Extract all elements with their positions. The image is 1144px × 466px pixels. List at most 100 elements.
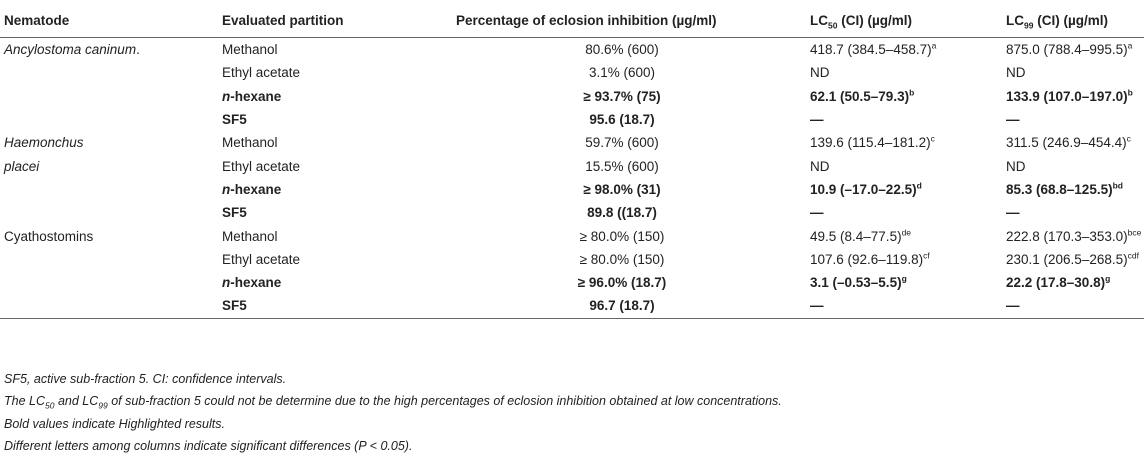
lc99-cell: 22.2 (17.8–30.8)g — [1002, 271, 1144, 294]
table-row: n-hexane ≥ 96.0% (18.7) 3.1 (–0.53–5.5)g… — [0, 271, 1144, 294]
lc50-cell: 49.5 (8.4–77.5)de — [804, 224, 1002, 247]
inhibition-cell: 59.7% (600) — [585, 135, 659, 151]
header-lc99: LC99 (CI) (µg/ml) — [1002, 4, 1144, 38]
lc99-value: 875.0 (788.4–995.5) — [1006, 42, 1128, 58]
header-nematode: Nematode — [0, 4, 212, 38]
nematode-cell: Ancylostoma caninum. — [0, 38, 212, 62]
partition-cell: Methanol — [222, 42, 278, 58]
nematode-cell — [0, 61, 212, 84]
results-table: Nematode Evaluated partition Percentage … — [0, 4, 1144, 319]
lc99-cell: ND — [1002, 61, 1144, 84]
lc50-value: ND — [810, 65, 830, 81]
inhibition-cell: ≥ 80.0% (150) — [579, 251, 665, 267]
lc99-value: 222.8 (170.3–353.0) — [1006, 228, 1128, 244]
header-lc50-suffix: (CI) (µg/ml) — [837, 13, 912, 28]
table-row: SF5 95.6 (18.7) — — — [0, 108, 1144, 131]
table-row: Ancylostoma caninum. Methanol 80.6% (600… — [0, 38, 1144, 62]
lc99-value: 133.9 (107.0–197.0) — [1006, 88, 1128, 104]
lc50-cell: 107.6 (92.6–119.8)cf — [804, 248, 1002, 271]
lc99-cell: — — [1002, 294, 1144, 319]
table-row: Ethyl acetate 3.1% (600) ND ND — [0, 61, 1144, 84]
partition-cell: SF5 — [222, 112, 247, 128]
header-lc99-sub: 99 — [1024, 20, 1034, 31]
inhibition-cell: 96.7 (18.7) — [440, 294, 804, 319]
lc99-sup: bd — [1112, 180, 1123, 191]
partition-text: -hexane — [230, 88, 282, 104]
footnote-text: of sub-fraction 5 could not be determine… — [107, 394, 782, 409]
lc50-sup: c — [930, 133, 935, 144]
lc99-sup: g — [1105, 273, 1111, 284]
lc50-value: 418.7 (384.5–458.7) — [810, 42, 932, 58]
partition-cell: n-hexane — [212, 271, 440, 294]
inhibition-cell: ≥ 96.0% (18.7) — [577, 275, 667, 291]
partition-cell: Methanol — [222, 135, 278, 151]
inhibition-cell: 95.6 (18.7) — [589, 112, 655, 128]
nematode-cell — [0, 85, 212, 108]
lc50-value: ND — [810, 158, 830, 174]
lc50-cell: ND — [804, 61, 1002, 84]
footnote-bold: Bold values indicate Highlighted results… — [4, 416, 225, 431]
header-partition: Evaluated partition — [212, 4, 440, 38]
header-lc99-prefix: LC — [1006, 13, 1024, 28]
inhibition-cell: ≥ 80.0% (150) — [579, 228, 665, 244]
lc99-sup: c — [1126, 133, 1131, 144]
lc99-cell: 311.5 (246.9–454.4)c — [1002, 131, 1144, 154]
lc50-value: 10.9 (–17.0–22.5) — [810, 181, 917, 197]
header-row: Nematode Evaluated partition Percentage … — [0, 4, 1144, 38]
lc99-cell: 133.9 (107.0–197.0)b — [1002, 85, 1144, 108]
lc50-value: 107.6 (92.6–119.8) — [810, 251, 924, 267]
table-row: SF5 96.7 (18.7) — — — [0, 294, 1144, 319]
footnote-sub: 99 — [98, 400, 108, 411]
inhibition-cell: 3.1% (600) — [588, 65, 656, 81]
lc50-value: — — [810, 205, 824, 221]
lc99-cell: — — [1002, 108, 1144, 131]
partition-cell: Methanol — [222, 228, 278, 244]
table-row: SF5 89.8 ((18.7) — — — [0, 201, 1144, 224]
lc99-value: 22.2 (17.8–30.8) — [1006, 275, 1106, 291]
header-inhibition: Percentage of eclosion inhibition (µg/ml… — [440, 4, 804, 38]
table-footnotes: SF5, active sub-fraction 5. CI: confiden… — [4, 368, 782, 457]
nematode-name: Ancylostoma caninum — [4, 42, 137, 58]
lc50-cell: 10.9 (–17.0–22.5)d — [804, 178, 1002, 201]
lc99-cell: 230.1 (206.5–268.5)cdf — [1002, 248, 1144, 271]
lc50-sup: de — [901, 227, 912, 238]
partition-cell: n-hexane — [212, 85, 440, 108]
table-row: n-hexane ≥ 98.0% (31) 10.9 (–17.0–22.5)d… — [0, 178, 1144, 201]
table-row: n-hexane ≥ 93.7% (75) 62.1 (50.5–79.3)b … — [0, 85, 1144, 108]
nematode-cell — [0, 294, 212, 319]
inhibition-cell: 89.8 ((18.7) — [587, 205, 657, 221]
footnote-sub: 50 — [45, 400, 55, 411]
inhibition-cell: ≥ 98.0% (31) — [583, 181, 661, 197]
partition-cell: n-hexane — [212, 178, 440, 201]
lc50-value: — — [810, 298, 824, 314]
lc99-cell: ND — [1002, 154, 1144, 177]
lc50-value: — — [810, 112, 824, 128]
table-row: Cyathostomins Methanol ≥ 80.0% (150) 49.… — [0, 224, 1144, 247]
lc99-sup: a — [1127, 40, 1133, 51]
lc99-sup: cdf — [1127, 250, 1139, 261]
table-row: Haemonchus Methanol 59.7% (600) 139.6 (1… — [0, 131, 1144, 154]
partition-cell: Ethyl acetate — [222, 251, 301, 267]
lc50-value: 62.1 (50.5–79.3) — [810, 88, 910, 104]
nematode-cell: placei — [4, 158, 40, 174]
lc50-sup: a — [931, 40, 937, 51]
lc99-value: 230.1 (206.5–268.5) — [1006, 251, 1128, 267]
lc50-cell: 139.6 (115.4–181.2)c — [804, 131, 1002, 154]
inhibition-cell: 80.6% (600) — [585, 42, 659, 58]
footnote-text: and LC — [54, 394, 99, 409]
nematode-cell — [0, 178, 212, 201]
partition-italic: n — [222, 181, 231, 197]
nematode-tail: . — [136, 42, 140, 58]
lc50-cell: — — [804, 108, 1002, 131]
lc50-sup: d — [916, 180, 922, 191]
footnote-abbreviations: SF5, active sub-fraction 5. CI: confiden… — [4, 372, 287, 386]
partition-text: -hexane — [230, 275, 282, 291]
lc99-sup: bce — [1127, 227, 1142, 238]
nematode-cell — [0, 271, 212, 294]
partition-cell: SF5 — [212, 294, 440, 319]
header-lc50: LC50 (CI) (µg/ml) — [804, 4, 1002, 38]
header-lc50-sub: 50 — [828, 20, 838, 31]
partition-text: -hexane — [230, 181, 282, 197]
lc99-value: 311.5 (246.9–454.4) — [1006, 135, 1127, 151]
